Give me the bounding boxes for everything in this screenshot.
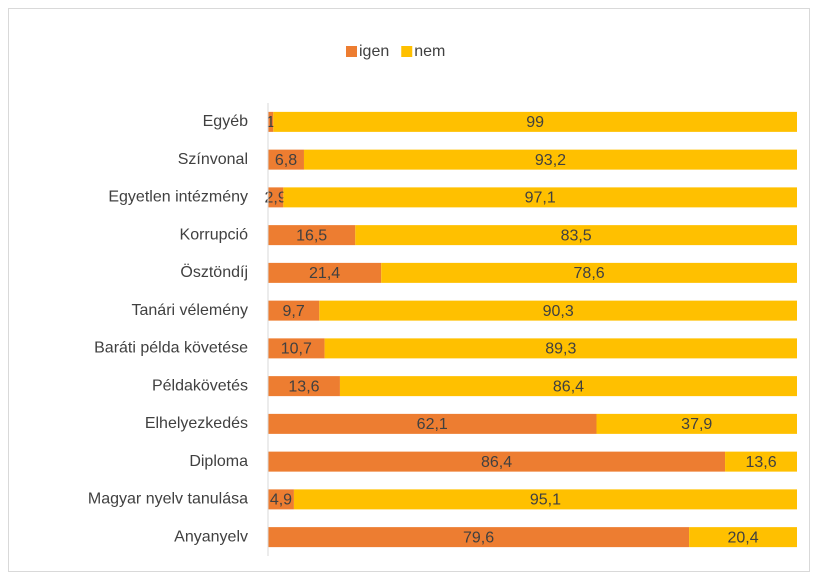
data-label: 2,9 [265,190,287,207]
bar-segment [268,413,597,434]
data-label: 1 [266,114,275,131]
bar-segment [268,376,340,397]
y-tick-label: Egyetlen intézmény [108,189,248,206]
y-tick-label: Példakövetés [152,377,248,394]
data-label: 21,4 [309,265,340,282]
data-label: 20,4 [727,529,758,546]
bar-segment [324,338,797,359]
data-label: 90,3 [543,303,574,320]
data-label: 97,1 [525,190,556,207]
y-tick-label: Ösztöndíj [180,263,248,281]
data-label: 79,6 [463,529,494,546]
bar-segment [268,262,382,283]
bar-segment [381,262,797,283]
bar-segment [303,149,797,170]
bar-segment [339,376,797,397]
y-tick-label: Egyéb [203,113,248,130]
bar-segment [273,111,797,132]
bar-segment [596,413,797,434]
data-label: 95,1 [530,492,561,509]
data-label: 10,7 [281,341,312,358]
data-label: 37,9 [681,416,712,433]
data-label: 86,4 [481,454,512,471]
y-tick-label: Baráti példa követése [94,340,248,357]
legend-swatch [401,46,413,57]
data-label: 13,6 [745,454,776,471]
bar-segment [268,225,356,246]
bar-segment [268,187,284,208]
bar-segment [293,489,797,510]
chart-border [8,8,810,572]
bar-segment [355,225,797,246]
bar-segment [268,489,294,510]
data-label: 13,6 [288,378,319,395]
legend-swatch [346,46,357,57]
bar-segment [268,300,320,321]
data-label: 4,9 [270,492,292,509]
data-label: 16,5 [296,227,327,244]
y-tick-label: Magyar nyelv tanulása [88,491,248,508]
bar-segment [725,451,797,472]
bar-segment [319,300,797,321]
data-label: 9,7 [283,303,305,320]
bar-segment [689,527,797,548]
y-tick-label: Tanári vélemény [132,302,249,319]
bar-segment [283,187,797,208]
bar-segment [268,149,304,170]
y-tick-label: Elhelyezkedés [145,415,248,432]
data-label: 89,3 [545,341,576,358]
y-tick-label: Korrupció [180,226,249,243]
data-label: 78,6 [574,265,605,282]
data-label: 93,2 [535,152,566,169]
legend-label: nem [414,43,445,60]
data-label: 62,1 [417,416,448,433]
legend-label: igen [359,43,389,60]
data-label: 83,5 [561,227,592,244]
data-label: 86,4 [553,378,584,395]
data-label: 6,8 [275,152,297,169]
y-tick-label: Anyanyelv [174,528,248,545]
y-tick-label: Színvonal [178,151,248,168]
bar-segment [268,451,726,472]
y-tick-label: Diploma [189,453,248,470]
data-label: 99 [526,114,544,131]
bar-segment [268,111,274,132]
bar-segment [268,338,325,359]
bar-segment [268,527,690,548]
